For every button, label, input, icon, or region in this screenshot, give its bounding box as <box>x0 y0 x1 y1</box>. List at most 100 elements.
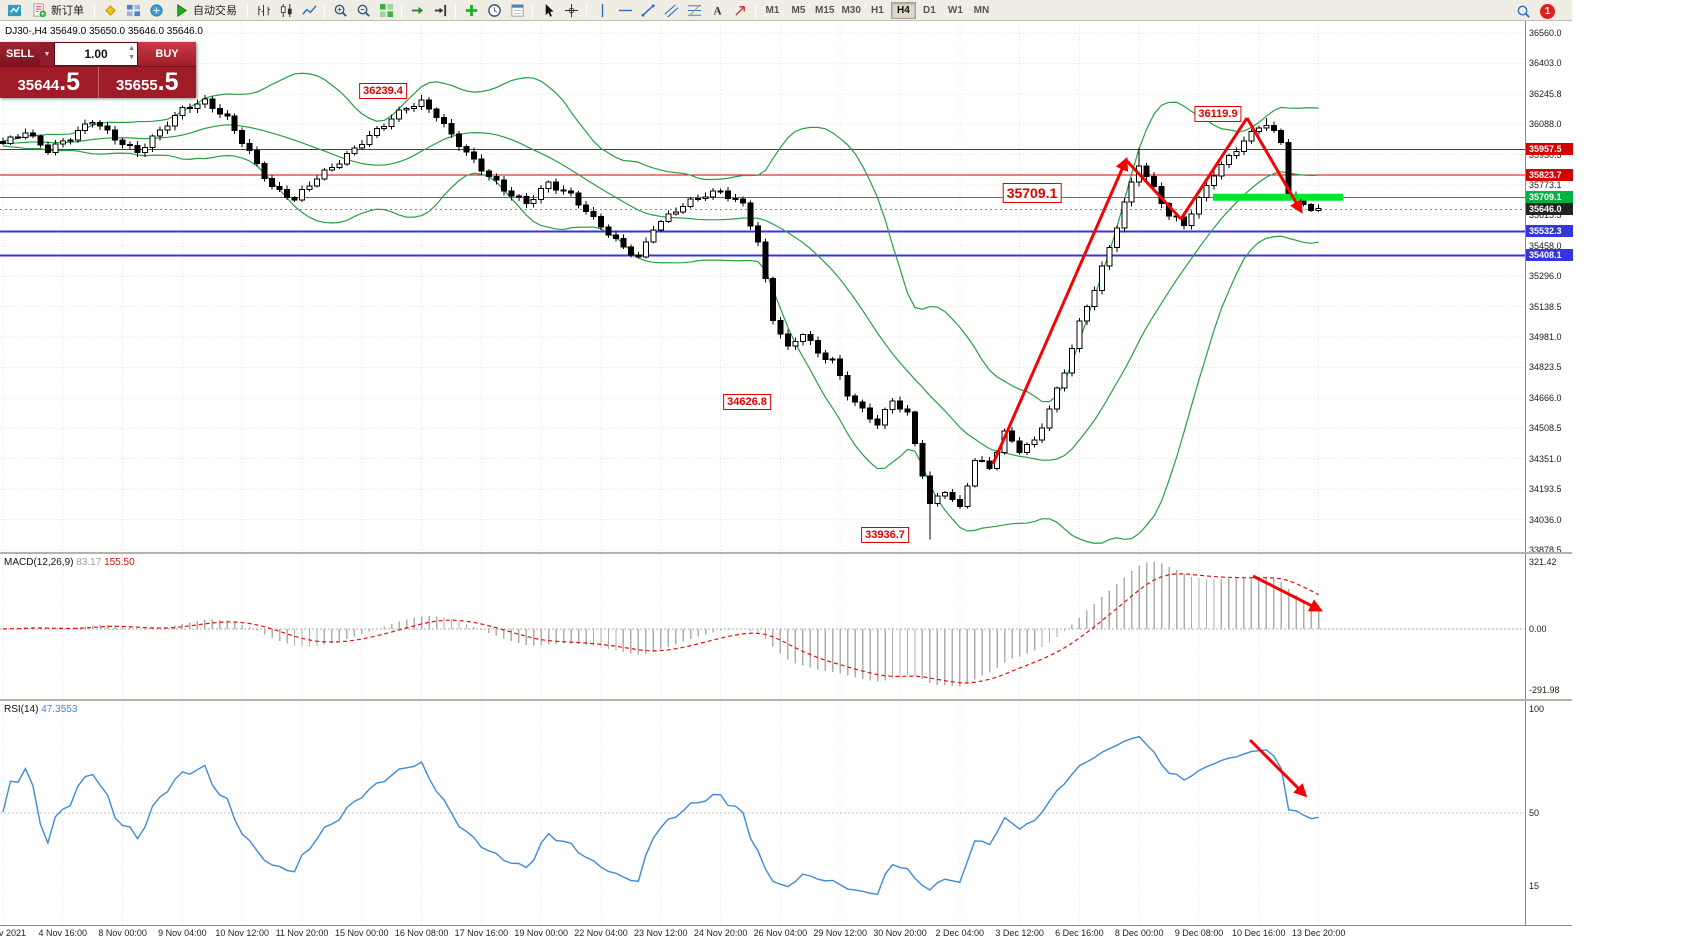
text-glyph: A <box>713 5 722 17</box>
time-scale-label: 17 Nov 16:00 <box>454 928 509 938</box>
volume-stepper-down[interactable]: ▼ <box>128 54 135 61</box>
price-annotation[interactable]: 34626.8 <box>723 394 771 411</box>
price-annotation[interactable]: 35709.1 <box>1002 183 1062 204</box>
rsi-canvas[interactable] <box>0 701 1525 925</box>
trend-arrow[interactable] <box>991 117 1303 465</box>
rsi-panel[interactable]: RSI(14) 47.3553 <box>0 701 1525 925</box>
line-chart-icon[interactable] <box>298 1 320 20</box>
rsi-value: 47.3553 <box>41 704 78 715</box>
buy-button[interactable]: BUY <box>138 42 196 66</box>
crosshair-icon[interactable] <box>560 1 582 20</box>
tf-button-W1[interactable]: W1 <box>947 4 963 16</box>
search-glyph <box>1517 5 1530 18</box>
zoom-out-icon[interactable] <box>352 1 374 20</box>
toolbar-separator <box>586 2 587 18</box>
time-scale-label: 10 Dec 16:00 <box>1232 928 1286 938</box>
volume-input[interactable]: 1.00 ▲ ▼ <box>54 42 138 66</box>
price-scale[interactable]: 36560.036403.036245.836088.035930.535773… <box>1525 21 1573 555</box>
time-scale-label: 23 Nov 12:00 <box>634 928 688 938</box>
text-label-icon[interactable]: A <box>706 1 728 20</box>
time-scale-label: 26 Nov 04:00 <box>753 928 808 938</box>
rsi-scale[interactable]: 100 50 15 <box>1525 701 1572 925</box>
zoomout-glyph <box>357 4 370 17</box>
auto-trading-button-label: 自动交易 <box>193 5 237 17</box>
trendline-icon[interactable] <box>637 1 659 20</box>
macd-histogram <box>2 562 1320 687</box>
buy-price[interactable]: 35655 .5 <box>97 67 197 98</box>
chart-ohlc-header: DJ30-,H4 35649.0 35650.0 35646.0 35646.0 <box>5 26 203 37</box>
macd-trend-arrow[interactable] <box>1252 574 1323 612</box>
equidistant-channel-icon[interactable] <box>660 1 682 20</box>
arrow-glyph <box>734 5 745 16</box>
auto-scroll-icon[interactable] <box>406 1 428 20</box>
tf-button-M30[interactable]: M30 <box>841 4 861 16</box>
tf-button-H1[interactable]: H1 <box>871 4 884 16</box>
mql5-community-icon[interactable] <box>99 1 121 20</box>
candles-layer <box>0 94 1322 540</box>
rsi-trend-arrow[interactable] <box>1248 738 1308 798</box>
circleblue-glyph <box>149 3 163 17</box>
tf-button-M5[interactable]: M5 <box>791 4 806 16</box>
rsi-scale-label: 100 <box>1529 704 1545 714</box>
macd-panel[interactable]: MACD(12,26,9) 83.17 155.50 <box>0 554 1525 699</box>
tf-button-M1[interactable]: M1 <box>765 4 780 16</box>
macd-canvas[interactable] <box>0 554 1525 699</box>
chart-window-icon[interactable] <box>3 1 25 20</box>
diamond-glyph <box>104 4 116 16</box>
price-annotation[interactable]: 33936.7 <box>861 527 909 544</box>
main-chart-panel[interactable]: DJ30-,H4 35649.0 35650.0 35646.0 35646.0… <box>0 21 1525 552</box>
rsi-name: RSI(14) <box>4 704 39 715</box>
tile-glyph <box>379 3 393 17</box>
price-scale-label: 33878.5 <box>1529 544 1562 555</box>
fibonacci-icon[interactable] <box>683 1 705 20</box>
zoom-in-icon[interactable] <box>329 1 351 20</box>
volume-stepper-up[interactable]: ▲ <box>128 45 135 52</box>
price-scale-label: 35296.0 <box>1529 271 1562 282</box>
tf-button-MN[interactable]: MN <box>973 4 990 16</box>
data-window-icon[interactable] <box>145 1 167 20</box>
sell-button[interactable]: SELL <box>0 42 40 66</box>
time-scale-label: 2 Dec 04:00 <box>935 928 985 938</box>
sell-price[interactable]: 35644 .5 <box>0 67 98 98</box>
chart-shift-icon[interactable] <box>429 1 451 20</box>
new-order-button[interactable]: 新订单 <box>26 1 90 20</box>
order-type-dropdown[interactable]: ▼ <box>40 42 54 66</box>
time-axis[interactable]: 3 Nov 2021 4 Nov 16:00 8 Nov 00:00 9 Nov 04… <box>0 925 1572 939</box>
auto-trading-button[interactable]: 自动交易 <box>168 1 243 20</box>
candles-glyph <box>280 3 292 17</box>
candlestick-chart-icon[interactable] <box>275 1 297 20</box>
indicators-icon[interactable] <box>460 1 482 20</box>
price-annotation[interactable]: 36119.9 <box>1194 105 1242 122</box>
macd-scale[interactable]: 321.42 0.00 -291.98 <box>1525 554 1572 699</box>
tf-button-D1[interactable]: D1 <box>923 4 936 16</box>
price-badge: 35957.5 <box>1526 143 1573 156</box>
arrows-tool-icon[interactable] <box>729 1 751 20</box>
time-scale-label: 4 Nov 16:00 <box>38 928 88 938</box>
main-chart-canvas[interactable] <box>0 21 1525 552</box>
time-scale-label: 6 Dec 16:00 <box>1055 928 1104 938</box>
time-scale-label: 24 Nov 20:00 <box>693 928 748 938</box>
price-badge: 35709.1 <box>1526 191 1573 204</box>
bollinger-bands <box>2 72 1319 544</box>
tf-button-H4[interactable]: H4 <box>890 1 916 19</box>
sell-price-fraction: .5 <box>59 68 81 96</box>
vertical-line-icon[interactable] <box>591 1 613 20</box>
time-scale-label: 30 Nov 20:00 <box>873 928 927 938</box>
tf-button-M15[interactable]: M15 <box>815 4 835 16</box>
cursor-icon[interactable] <box>537 1 559 20</box>
panel-splitter-macd[interactable] <box>0 552 1572 554</box>
zoomin-glyph <box>334 4 347 17</box>
templates-icon[interactable] <box>506 1 528 20</box>
panel-splitter-rsi[interactable] <box>0 699 1572 701</box>
tile-windows-icon[interactable] <box>375 1 397 20</box>
bar-chart-icon[interactable] <box>252 1 274 20</box>
notification-badge[interactable]: 1 <box>1540 4 1555 19</box>
horizontal-line-icon[interactable] <box>614 1 636 20</box>
rsi-line <box>2 735 1319 896</box>
periods-icon[interactable] <box>483 1 505 20</box>
market-watch-icon[interactable] <box>122 1 144 20</box>
price-annotation[interactable]: 36239.4 <box>359 82 407 99</box>
time-scale-label: 9 Nov 04:00 <box>158 928 207 938</box>
search-icon[interactable] <box>1512 2 1534 21</box>
play-glyph <box>177 3 188 17</box>
